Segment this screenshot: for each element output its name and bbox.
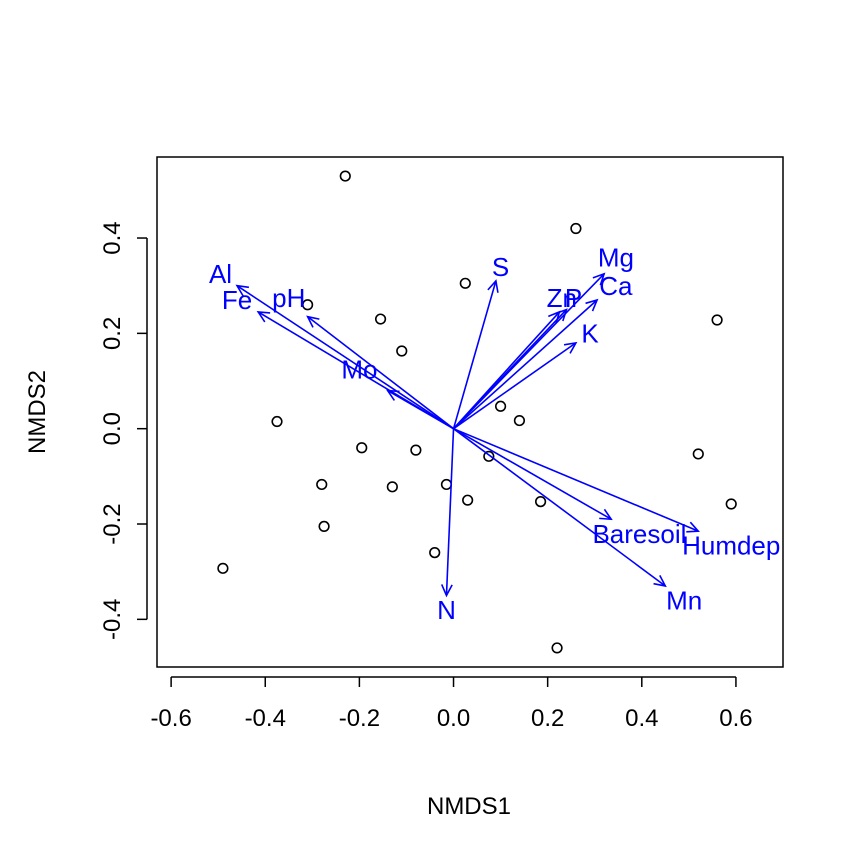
data-point-23: [217, 562, 229, 574]
vector-label-mo: Mo: [341, 354, 377, 384]
data-point-19: [535, 496, 547, 508]
data-point-16: [386, 481, 398, 493]
data-point-6: [711, 314, 723, 326]
plot-frame: [156, 156, 784, 668]
data-point-1: [339, 170, 351, 182]
vector-arrowhead-mg: [592, 272, 606, 286]
data-point-5: [374, 313, 387, 325]
data-point-7: [396, 345, 408, 357]
data-point-10: [271, 415, 283, 428]
vector-baresoil: [453, 427, 612, 520]
vector-arrowhead-k: [563, 341, 578, 354]
y-axis-title: NMDS2: [24, 370, 51, 454]
vector-label-ca: Ca: [599, 271, 633, 301]
vector-arrowhead-baresoil: [599, 508, 613, 521]
vector-label-al: Al: [209, 259, 232, 289]
y-tick-label-0: -0.4: [99, 599, 126, 640]
vector-ph: [307, 316, 455, 430]
vector-arrowhead-p: [554, 308, 568, 322]
vector-arrowhead-s: [487, 279, 499, 293]
data-point-11: [356, 442, 368, 454]
x-tick-label-2: -0.2: [339, 705, 380, 732]
x-tick-label-6: 0.6: [719, 705, 752, 732]
data-point-21: [318, 520, 330, 532]
data-point-22: [429, 547, 441, 559]
data-point-15: [316, 478, 328, 491]
data-point-18: [462, 494, 474, 506]
vector-arrowhead-al: [235, 284, 250, 297]
data-point-24: [551, 642, 563, 654]
x-axis-title: NMDS1: [427, 793, 511, 820]
vector-label-baresoil: Baresoil: [592, 519, 686, 549]
vector-label-k: K: [581, 319, 599, 349]
x-tick-label-0: -0.6: [150, 705, 191, 732]
vector-label-humdep: Humdep: [682, 531, 780, 561]
vector-k: [453, 342, 577, 430]
vector-arrowhead-fe: [256, 310, 271, 323]
vector-mn: [453, 428, 666, 587]
points-layer: [217, 170, 737, 654]
vector-label-ph: pH: [272, 283, 305, 313]
vectors-layer: [235, 272, 700, 598]
data-point-20: [725, 498, 737, 510]
y-tick-label-4: 0.4: [99, 221, 126, 254]
vector-label-s: S: [492, 252, 509, 282]
x-axis: -0.6 -0.4 -0.2 0.0 0.2 0.4 0.6: [150, 676, 753, 732]
vector-humdep: [453, 427, 699, 532]
vector-label-mn: Mn: [666, 586, 702, 616]
vector-ca: [452, 299, 598, 430]
data-point-14: [692, 448, 704, 460]
y-tick-label-1: -0.2: [99, 503, 126, 544]
y-tick-label-2: 0.0: [99, 412, 126, 445]
data-point-12: [410, 444, 422, 456]
vector-arrowhead-mn: [653, 574, 667, 588]
vector-label-p: P: [565, 283, 582, 313]
vector-mg: [452, 273, 605, 430]
y-tick-label-3: 0.2: [99, 317, 126, 350]
data-point-8: [494, 400, 507, 412]
y-axis: -0.4 -0.2 0.0 0.2 0.4: [99, 221, 148, 640]
vector-label-n: N: [437, 595, 456, 625]
x-tick-label-4: 0.2: [531, 705, 564, 732]
vector-arrowhead-mo: [386, 389, 400, 401]
data-point-2: [570, 222, 582, 235]
data-point-3: [459, 277, 471, 289]
vector-mo: [387, 389, 454, 430]
vector-arrowhead-humdep: [686, 521, 700, 533]
vector-label-fe: Fe: [222, 285, 252, 315]
vector-s: [452, 280, 497, 429]
vector-label-zn: Zn: [547, 283, 577, 313]
data-point-4: [302, 299, 314, 311]
data-point-9: [513, 414, 526, 427]
vector-arrowhead-ca: [585, 298, 599, 312]
x-tick-label-3: 0.0: [437, 705, 470, 732]
vector-n: [445, 428, 455, 596]
data-point-17: [440, 478, 453, 491]
vector-arrowhead-n: [440, 584, 453, 598]
vector-al: [236, 285, 454, 430]
vector-arrowhead-ph: [306, 315, 320, 328]
data-point-13: [483, 450, 495, 462]
vector-label-mg: Mg: [598, 242, 634, 272]
x-tick-label-1: -0.4: [245, 705, 286, 732]
x-tick-label-5: 0.4: [625, 705, 658, 732]
